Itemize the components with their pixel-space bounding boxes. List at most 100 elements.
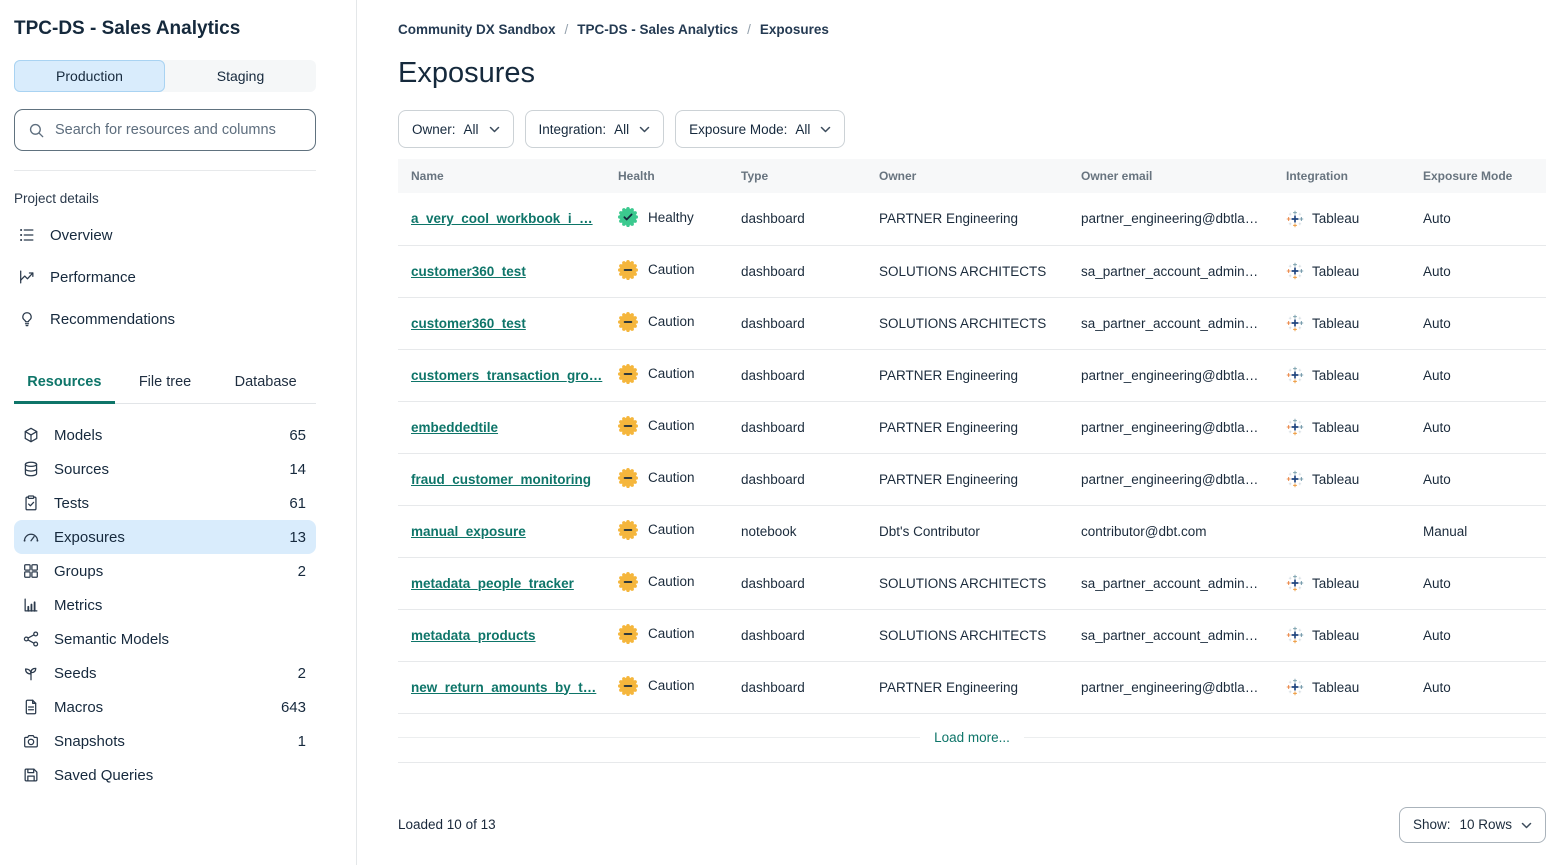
health-badge-icon [618,311,638,332]
resource-item[interactable]: Sources 14 [14,452,316,486]
tableau-icon [1286,470,1304,488]
exposure-name-link[interactable]: metadata_products [411,627,536,643]
resource-item[interactable]: Seeds 2 [14,656,316,690]
owner-cell: PARTNER Engineering [866,349,1068,402]
owner-cell: PARTNER Engineering [866,193,1068,246]
exposure-name-link[interactable]: customers_transaction_gro… [411,367,603,383]
integration-cell: Tableau [1286,418,1400,436]
integration-cell: Tableau [1286,366,1400,384]
exposure-name-link[interactable]: a_very_cool_workbook_i_… [411,211,593,227]
integration-label: Tableau [1312,471,1360,487]
breadcrumb-link-project[interactable]: TPC-DS - Sales Analytics [577,22,739,37]
exposure-name-link[interactable]: customer360_test [411,263,526,279]
exposure-name-link[interactable]: new_return_amounts_by_t… [411,679,597,695]
project-detail-item[interactable]: Overview [14,214,316,256]
exposures-table: Name Health Type Owner Owner email Integ… [398,159,1546,714]
tableau-icon [1286,366,1304,384]
resource-label: Snapshots [54,732,125,750]
resource-label: Models [54,426,103,444]
integration-cell: Tableau [1286,678,1400,696]
exposure-name-link[interactable]: customer360_test [411,315,526,331]
tableau-icon [1286,314,1304,332]
health-badge-icon [618,415,638,436]
owner-cell: SOLUTIONS ARCHITECTS [866,297,1068,350]
owner-email-cell: sa_partner_account_admin… [1068,297,1273,350]
health-label: Caution [648,626,695,641]
table-row: customer360_test [398,245,1546,298]
integration-cell: Tableau [1286,314,1400,332]
exposure-name-link[interactable]: fraud_customer_monitoring [411,471,592,487]
sidebar-tab[interactable]: File tree [138,374,192,390]
filter-dropdown[interactable]: Owner: All [398,110,514,148]
exposure-mode-cell: Auto [1410,557,1546,610]
load-more-button[interactable]: Load more... [934,730,1010,745]
resource-item[interactable]: Exposures 13 [14,520,316,554]
resource-item[interactable]: Saved Queries [14,758,316,792]
health-badge-icon [618,467,638,488]
owner-email-cell: contributor@dbt.com [1068,505,1273,558]
load-more-row: Load more... [398,714,1546,763]
filter-value: All [795,121,811,137]
sidebar-tab[interactable]: Database [234,374,297,390]
exposure-mode-cell: Auto [1410,193,1546,246]
breadcrumb: Community DX Sandbox / TPC-DS - Sales An… [398,22,1546,37]
integration-label: Tableau [1312,679,1360,695]
table-row: new_return_amounts_by_t… [398,661,1546,714]
staging-tab[interactable]: Staging [165,60,316,92]
project-detail-label: Recommendations [50,310,176,328]
type-cell: dashboard [728,349,866,402]
type-cell: dashboard [728,453,866,506]
health-badge: Caution [618,467,695,488]
file-text-icon [22,698,40,716]
owner-cell: SOLUTIONS ARCHITECTS [866,609,1068,662]
type-cell: dashboard [728,245,866,298]
search-input[interactable] [55,122,303,138]
sidebar-tab[interactable]: Resources [14,364,115,404]
project-detail-item[interactable]: Performance [14,256,316,298]
table-row: manual_exposure [398,505,1546,558]
database-icon [22,460,40,478]
column-header: Owner email [1068,159,1273,193]
integration-cell: Tableau [1286,210,1400,228]
integration-cell: Tableau [1286,626,1400,644]
project-detail-item[interactable]: Recommendations [14,298,316,340]
sidebar: TPC-DS - Sales Analytics Production Stag… [0,0,357,865]
search-box[interactable] [14,109,316,151]
resource-item[interactable]: Groups 2 [14,554,316,588]
seedling-icon [22,664,40,682]
environment-toggle: Production Staging [14,60,316,92]
resource-count: 2 [297,664,306,682]
exposure-name-link[interactable]: embeddedtile [411,419,499,435]
exposure-name-link[interactable]: manual_exposure [411,523,526,539]
table-row: embeddedtile [398,401,1546,454]
resource-label: Sources [54,460,110,478]
type-cell: dashboard [728,401,866,454]
type-cell: dashboard [728,297,866,350]
resource-item[interactable]: Macros 643 [14,690,316,724]
health-badge-icon [618,207,638,228]
column-header: Health [605,159,728,193]
resource-item[interactable]: Snapshots 1 [14,724,316,758]
health-badge: Caution [618,259,695,280]
clipboard-check-icon [22,494,40,512]
resource-item[interactable]: Models 65 [14,418,316,452]
resource-item[interactable]: Tests 61 [14,486,316,520]
production-tab[interactable]: Production [14,60,165,92]
resource-item[interactable]: Metrics [14,588,316,622]
health-badge-icon [618,363,638,384]
tableau-icon [1286,210,1304,228]
resource-count: 1 [297,732,306,750]
show-rows-dropdown[interactable]: Show: 10 Rows [1398,806,1546,843]
integration-label: Tableau [1312,263,1360,279]
filter-dropdown[interactable]: Integration: All [524,110,665,148]
filter-dropdown[interactable]: Exposure Mode: All [675,110,846,148]
table-row: fraud_customer_monitoring [398,453,1546,506]
table-row: a_very_cool_workbook_i_… [398,193,1546,246]
resource-item[interactable]: Semantic Models [14,622,316,656]
breadcrumb-link-account[interactable]: Community DX Sandbox [398,22,556,37]
type-cell: notebook [728,505,866,558]
exposure-name-link[interactable]: metadata_people_tracker [411,575,574,591]
resource-label: Seeds [54,664,97,682]
lightbulb-icon [18,310,36,328]
owner-email-cell: partner_engineering@dbtla… [1068,193,1273,246]
